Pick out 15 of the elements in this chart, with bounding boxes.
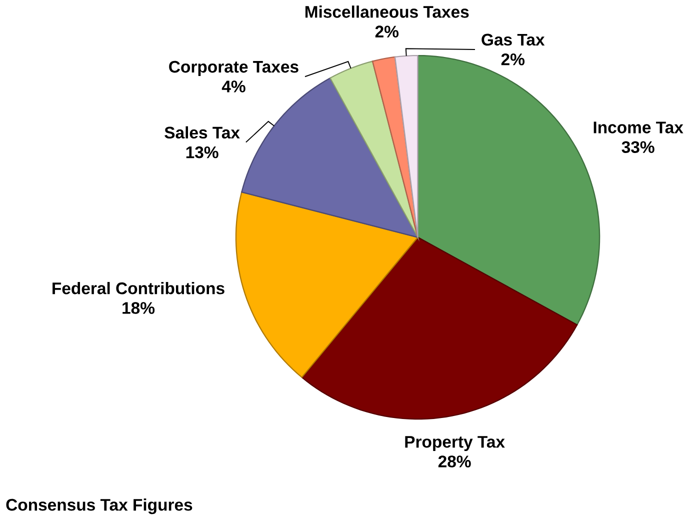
slice-label: Miscellaneous Taxes xyxy=(305,6,469,18)
data-label: 4% xyxy=(222,80,246,92)
slice-label: Sales Tax xyxy=(164,126,240,139)
data-label: 28% xyxy=(438,456,471,468)
text: Consensus Tax Figures xyxy=(6,498,192,514)
data-label: 33% xyxy=(622,141,654,154)
data-label: 2% xyxy=(375,26,399,38)
slice-label: Income Tax xyxy=(594,122,684,134)
slice-label: Gas Tax xyxy=(482,34,545,46)
slice-label: Property Tax xyxy=(405,436,505,452)
slice-label: Corporate Taxes xyxy=(169,61,298,76)
data-label: 2% xyxy=(501,54,525,66)
data-label: 13% xyxy=(186,146,218,158)
data-label: 18% xyxy=(122,302,155,314)
slice-label: Federal Contributions xyxy=(52,282,224,294)
